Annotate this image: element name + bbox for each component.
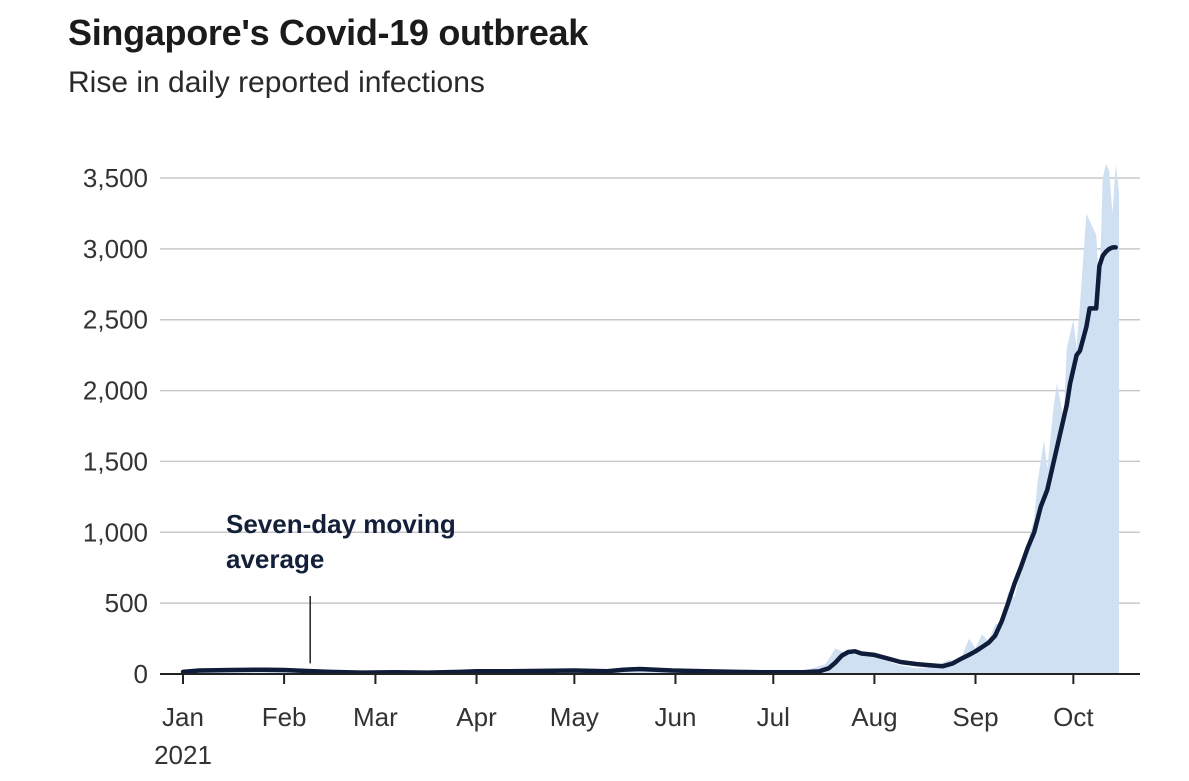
x-axis <box>160 673 1140 684</box>
daily-cases-area-layer <box>183 163 1119 675</box>
gridlines <box>160 177 1140 604</box>
x-year-label: 2021 <box>154 740 212 770</box>
x-tick-label: Aug <box>851 702 897 732</box>
x-tick-label: Mar <box>353 702 398 732</box>
moving-average-line <box>180 245 1118 675</box>
x-tick-label: Sep <box>952 702 998 732</box>
y-tick-label: 1,000 <box>83 517 148 547</box>
y-tick-label: 1,500 <box>83 446 148 476</box>
chart-title: Singapore's Covid-19 outbreak <box>68 12 588 53</box>
annotation-line-2: average <box>226 544 324 574</box>
y-tick-label: 3,500 <box>83 163 148 193</box>
y-tick-label: 2,000 <box>83 376 148 406</box>
x-tick-label: May <box>550 702 599 732</box>
x-tick-label: Jan <box>162 702 204 732</box>
annotation: Seven-day moving average <box>226 509 456 664</box>
x-tick-label: Jun <box>654 702 696 732</box>
y-tick-label: 3,000 <box>83 234 148 264</box>
y-tick-label: 2,500 <box>83 305 148 335</box>
y-tick-label: 0 <box>134 659 148 689</box>
x-tick-label: Oct <box>1053 702 1094 732</box>
x-tick-label: Apr <box>456 702 497 732</box>
y-axis-labels: 0 500 1,000 1,500 2,000 2,500 3,000 3,500 <box>83 163 148 689</box>
daily-cases-area <box>183 163 1119 675</box>
x-tick-label: Jul <box>757 702 790 732</box>
annotation-line-1: Seven-day moving <box>226 509 456 539</box>
x-axis-labels: Jan Feb Mar Apr May Jun Jul Aug Sep Oct 2021 <box>154 702 1094 770</box>
moving-average-line-layer <box>180 245 1118 675</box>
chart-subtitle: Rise in daily reported infections <box>68 66 485 99</box>
x-tick-label: Feb <box>262 702 307 732</box>
y-tick-label: 500 <box>105 588 148 618</box>
